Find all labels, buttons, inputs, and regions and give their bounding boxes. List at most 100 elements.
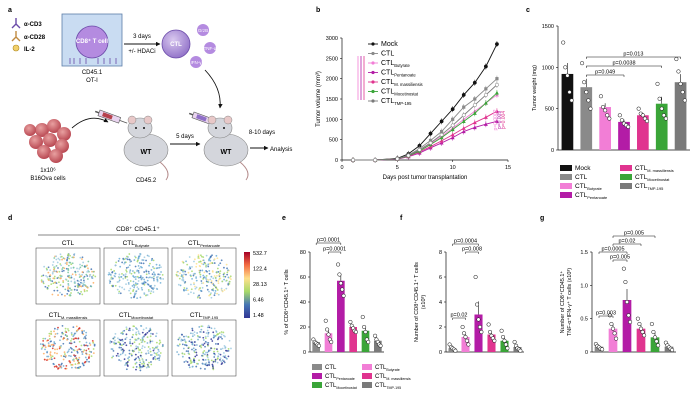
tsne-dot xyxy=(88,275,91,278)
tsne-dot xyxy=(53,269,56,272)
legend-label: CTLButyrate xyxy=(575,183,602,191)
tsne-dot xyxy=(40,347,43,350)
tsne-dot xyxy=(218,332,221,334)
tsne-dot xyxy=(51,293,54,296)
tsne-dot xyxy=(149,292,152,295)
tsne-dot xyxy=(81,264,84,267)
ctl-cell-icon xyxy=(161,29,191,59)
tsne-dot xyxy=(187,271,190,274)
x-tick-label: 15 xyxy=(505,165,511,171)
tsne-dot xyxy=(69,355,72,358)
tsne-dot xyxy=(81,273,84,276)
tsne-dot xyxy=(55,255,58,258)
tsne-dot xyxy=(217,352,220,355)
series-line xyxy=(353,43,498,161)
data-point xyxy=(598,94,603,99)
tsne-dot xyxy=(180,333,183,336)
tsne-dot xyxy=(201,343,204,346)
tsne-dot xyxy=(133,341,136,344)
tsne-dot xyxy=(68,342,71,344)
tsne-dot xyxy=(132,325,135,328)
tsne-dot xyxy=(122,350,125,353)
tsne-dot xyxy=(76,284,79,287)
data-point xyxy=(341,293,346,298)
tsne-dot xyxy=(122,257,125,260)
data-point xyxy=(461,119,466,123)
tsne-dot xyxy=(141,288,144,291)
tsne-dot xyxy=(222,334,225,337)
tsne-dot xyxy=(87,269,90,272)
tsne-dot xyxy=(185,287,188,290)
data-point xyxy=(453,348,458,353)
data-point xyxy=(640,113,645,118)
data-point xyxy=(461,92,466,97)
tsne-dot xyxy=(126,364,129,366)
tsne-dot xyxy=(145,352,148,355)
tsne-map-title: CTL xyxy=(62,240,75,247)
data-point xyxy=(657,96,662,101)
data-point xyxy=(440,129,444,134)
data-point xyxy=(472,111,477,115)
tsne-dot xyxy=(223,278,225,281)
data-point xyxy=(499,328,504,333)
tsne-dot xyxy=(92,270,95,273)
tsne-dot xyxy=(68,354,70,357)
tsne-dot xyxy=(119,292,122,295)
tsne-dot xyxy=(114,339,116,342)
tsne-dot xyxy=(121,286,124,289)
tsne-dot xyxy=(149,276,151,279)
tsne-dot xyxy=(200,325,203,328)
data-point xyxy=(473,97,477,101)
antibody-icon xyxy=(11,31,21,42)
tsne-dot xyxy=(151,257,154,260)
bar xyxy=(374,340,382,352)
data-point xyxy=(450,132,455,137)
tsne-dot xyxy=(199,289,202,292)
tsne-dot xyxy=(126,279,129,281)
tsne-dot xyxy=(59,366,62,369)
tsne-dot xyxy=(118,290,121,293)
y-axis-title: Tumor volume (mm³) xyxy=(316,71,322,127)
tsne-dot xyxy=(79,266,82,269)
panel-label-d: d xyxy=(8,215,12,222)
tsne-dot xyxy=(149,285,152,288)
tsne-dot xyxy=(76,349,79,351)
x-tick-label: 10 xyxy=(450,165,456,171)
tsne-dot xyxy=(208,257,211,260)
tsne-dot xyxy=(58,365,61,367)
tsne-dot xyxy=(44,348,46,351)
panel-label-f: f xyxy=(400,215,403,222)
tsne-dot xyxy=(221,347,224,350)
tsne-dot xyxy=(130,354,133,357)
tsne-dot xyxy=(199,269,202,272)
tsne-dot xyxy=(60,255,63,258)
tsne-dot xyxy=(182,261,185,264)
legend-label: CTLM. massiliensis xyxy=(381,79,423,87)
tsne-dot xyxy=(213,262,216,264)
tsne-dot xyxy=(60,264,63,267)
tsne-dot xyxy=(208,262,211,265)
tsne-dot xyxy=(219,358,221,361)
y-axis-title: Tumor weight (mg) xyxy=(532,65,538,111)
tsne-dot xyxy=(217,280,220,283)
series-line xyxy=(353,110,498,161)
tsne-dot xyxy=(78,362,81,365)
tsne-dot xyxy=(142,335,145,338)
tsne-dot xyxy=(182,278,185,281)
tsne-dot xyxy=(187,350,190,353)
tsne-dot xyxy=(213,285,216,287)
bar xyxy=(487,334,496,352)
tsne-dot xyxy=(226,357,228,360)
tsne-dot xyxy=(207,324,210,327)
tsne-dot xyxy=(94,275,97,278)
tsne-dot xyxy=(218,274,221,276)
tsne-dot xyxy=(206,343,209,346)
y-tick-label: 6 xyxy=(439,275,442,281)
tsne-dot xyxy=(221,290,224,293)
tsne-dot xyxy=(109,274,112,276)
tsne-dot xyxy=(64,334,67,336)
tsne-dot xyxy=(84,336,86,338)
tsne-dot xyxy=(63,355,65,358)
data-point xyxy=(623,279,628,285)
tsne-dot xyxy=(200,328,203,331)
